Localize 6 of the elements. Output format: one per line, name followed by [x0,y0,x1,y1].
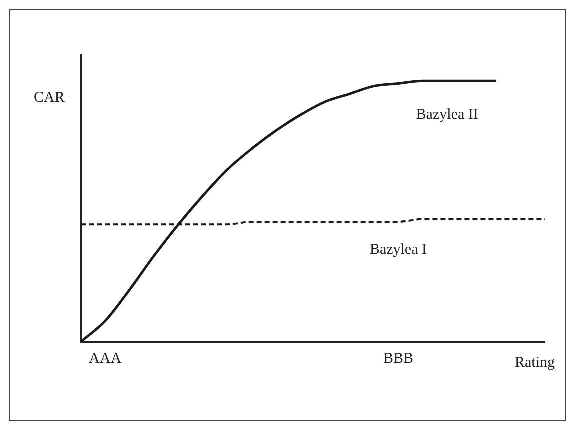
series-label: Bazylea II [416,107,478,124]
x-tick-label: AAA [89,350,122,367]
series-label: Bazylea I [370,242,428,258]
y-axis-title: CAR [34,90,65,106]
x-axis-title: Rating [515,354,556,371]
x-tick-label: BBB [383,350,414,367]
